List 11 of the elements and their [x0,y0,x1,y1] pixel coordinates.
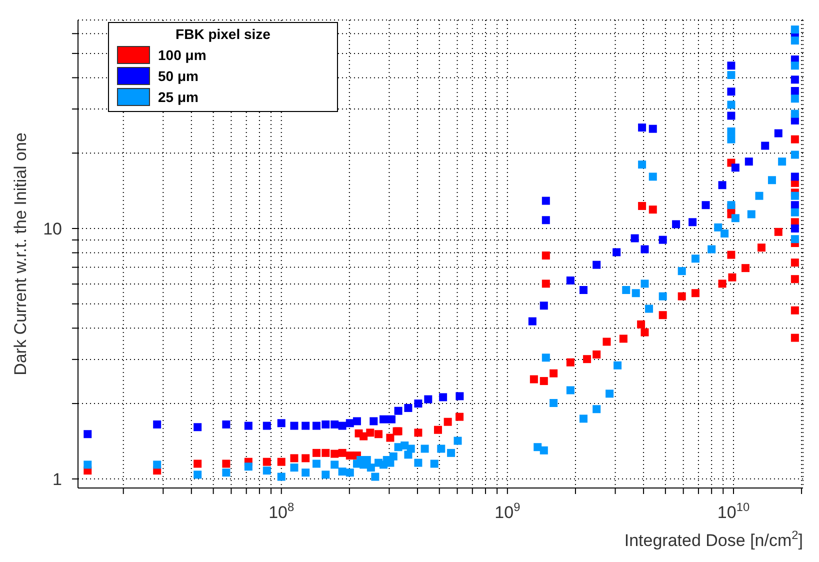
y-tick-label: 1 [52,470,62,489]
legend-title: FBK pixel size [174,26,272,42]
legend-label: 25 μm [158,88,198,104]
legend-label: 100 μm [158,46,206,62]
x-axis-title: Integrated Dose [n/cm$^{2}$] [624,528,803,550]
y-axis-title: Dark Current w.r.t. the Initial one [11,132,30,376]
legend-label: 50 μm [158,68,198,84]
y-tick-label: 10 [43,219,62,238]
x-tick-label: 10$^{8}$ [268,500,295,522]
x-tick-label: 10$^{9}$ [494,500,521,522]
x-tick-label: 10$^{10}$ [717,500,750,522]
